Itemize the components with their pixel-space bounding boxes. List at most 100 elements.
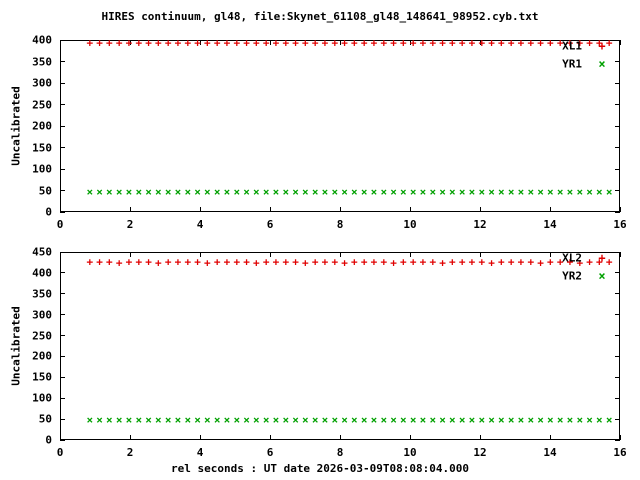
x-axis-label: rel seconds : UT date 2026-03-09T08:08:0…	[170, 462, 469, 475]
y-tick-mark	[615, 39, 620, 41]
legend-marker: +	[598, 251, 606, 265]
x-tick-label: 16	[613, 218, 627, 231]
x-tick-mark	[59, 435, 61, 440]
x-tick-label: 14	[543, 218, 557, 231]
x-tick-label: 2	[126, 446, 134, 459]
y-tick-mark	[615, 211, 620, 213]
y-tick-mark	[60, 355, 65, 357]
y-tick-label: 400	[32, 266, 52, 280]
y-tick-label: 150	[32, 141, 52, 154]
x-tick-mark	[199, 207, 201, 212]
y-tick-label: 100	[32, 391, 52, 405]
y-tick-mark	[615, 376, 620, 378]
y-tick-mark	[615, 168, 620, 170]
x-tick-mark	[549, 40, 551, 45]
y-axis-label-bottom: Uncalibrated	[9, 306, 23, 386]
y-tick-mark	[60, 418, 65, 420]
y-tick-mark	[615, 82, 620, 84]
y-tick-mark	[60, 125, 65, 127]
y-tick-label: 250	[32, 329, 52, 343]
y-tick-label: 400	[32, 33, 52, 47]
x-tick-mark	[619, 252, 621, 257]
y-tick-mark	[615, 104, 620, 105]
y-tick-label: 300	[32, 308, 52, 322]
y-tick-label: 0	[45, 433, 52, 447]
y-tick-mark	[60, 293, 65, 295]
y-tick-mark	[60, 251, 65, 253]
legend-marker: ×	[598, 269, 606, 283]
y-tick-label: 50	[38, 184, 52, 197]
y-tick-mark	[615, 61, 620, 62]
y-tick-mark	[60, 82, 65, 84]
x-tick-mark	[619, 207, 621, 212]
y-tick-mark	[60, 39, 65, 41]
x-tick-mark	[129, 252, 131, 257]
x-tick-label: 6	[266, 446, 274, 459]
x-tick-label: 4	[196, 218, 204, 231]
y-tick-mark	[60, 314, 65, 316]
x-tick-mark	[409, 40, 411, 45]
y-tick-label: 450	[32, 245, 52, 259]
y-tick-label: 300	[32, 76, 52, 90]
x-tick-mark	[619, 435, 621, 440]
x-tick-mark	[549, 207, 551, 212]
x-tick-mark	[59, 252, 61, 257]
x-tick-mark	[479, 252, 481, 257]
y-tick-mark	[60, 147, 65, 148]
y-tick-mark	[60, 190, 65, 191]
x-tick-mark	[199, 435, 201, 440]
x-tick-mark	[339, 207, 341, 212]
y-tick-mark	[60, 439, 65, 441]
x-tick-mark	[59, 207, 61, 212]
y-tick-label: 250	[32, 98, 52, 111]
x-tick-mark	[269, 435, 271, 440]
x-tick-mark	[479, 207, 481, 212]
y-tick-mark	[615, 147, 620, 148]
y-tick-mark	[615, 439, 620, 441]
x-tick-mark	[199, 40, 201, 45]
x-tick-mark	[479, 435, 481, 440]
y-tick-mark	[615, 251, 620, 253]
x-tick-label: 8	[336, 446, 344, 459]
x-tick-label: 10	[403, 446, 417, 459]
y-tick-mark	[615, 272, 620, 274]
x-tick-label: 16	[613, 446, 627, 459]
x-tick-label: 10	[403, 218, 417, 231]
y-tick-mark	[615, 314, 620, 316]
x-tick-label: 8	[336, 218, 344, 231]
x-tick-mark	[549, 435, 551, 440]
y-tick-mark	[615, 397, 620, 399]
x-tick-mark	[59, 40, 61, 45]
x-tick-mark	[479, 40, 481, 45]
y-tick-mark	[615, 418, 620, 420]
page-title: HIRES continuum, gl48, file:Skynet_61108…	[101, 10, 539, 23]
y-tick-mark	[60, 376, 65, 378]
y-tick-label: 0	[45, 205, 52, 219]
y-tick-mark	[615, 293, 620, 295]
x-tick-mark	[269, 252, 271, 257]
x-tick-mark	[549, 252, 551, 257]
x-tick-label: 2	[126, 218, 134, 231]
y-tick-mark	[615, 125, 620, 127]
x-tick-label: 14	[543, 446, 557, 459]
x-tick-mark	[339, 435, 341, 440]
x-tick-mark	[129, 435, 131, 440]
y-tick-mark	[615, 335, 620, 337]
y-tick-mark	[60, 211, 65, 213]
y-tick-mark	[60, 397, 65, 399]
legend-label: XL2	[562, 251, 582, 265]
legend-marker: ×	[598, 57, 606, 71]
y-tick-mark	[60, 272, 65, 274]
x-tick-label: 6	[266, 218, 274, 231]
legend-label: YR1	[562, 57, 582, 71]
y-tick-mark	[60, 61, 65, 62]
x-tick-mark	[409, 207, 411, 212]
x-tick-mark	[269, 40, 271, 45]
plot-frame-bottom	[60, 252, 620, 440]
y-tick-mark	[615, 355, 620, 357]
x-tick-mark	[409, 252, 411, 257]
x-tick-mark	[199, 252, 201, 257]
y-tick-label: 350	[32, 287, 52, 301]
x-tick-mark	[269, 207, 271, 212]
